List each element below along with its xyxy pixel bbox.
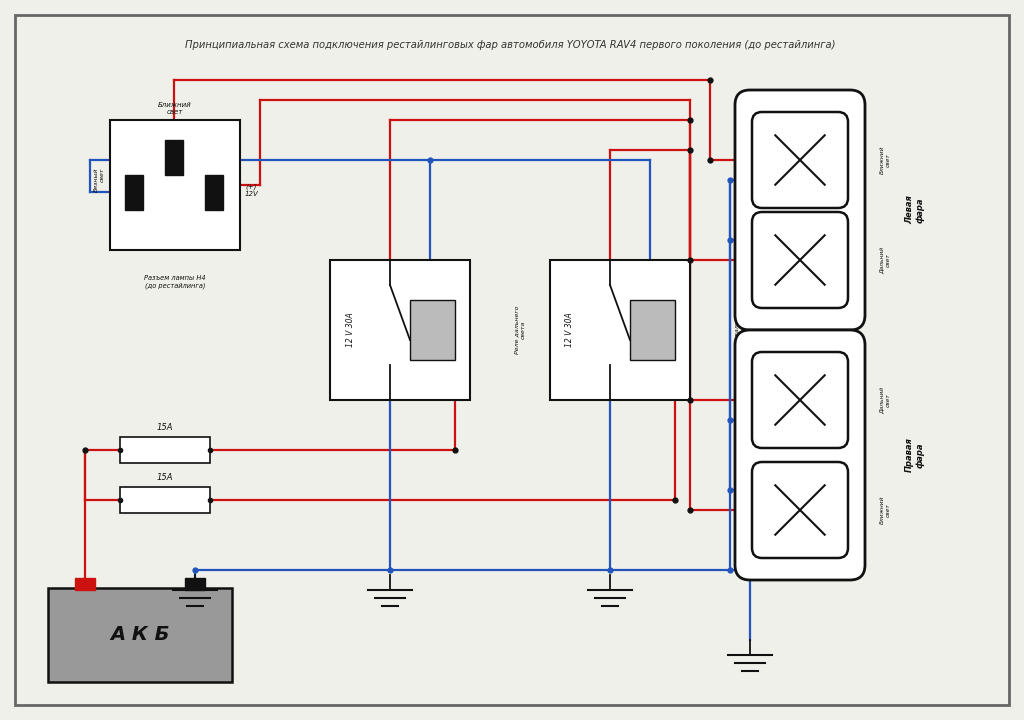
Text: Дальний
свет: Дальний свет [880,246,891,274]
Text: Дальний
свет: Дальний свет [880,387,891,413]
Bar [120,437,210,463]
Bar [125,175,143,210]
Text: Правая
фара: Правая фара [905,438,925,472]
FancyBboxPatch shape [735,90,865,330]
Text: Ближний
свет: Ближний свет [880,145,891,174]
Bar [110,120,240,250]
FancyBboxPatch shape [48,588,232,682]
Text: 15А: 15А [157,423,173,432]
FancyBboxPatch shape [752,462,848,558]
Text: 12 V 30А: 12 V 30А [345,312,354,347]
FancyBboxPatch shape [752,112,848,208]
Text: Разъем лампы Н4
(до рестайлинга): Разъем лампы Н4 (до рестайлинга) [144,275,206,289]
FancyBboxPatch shape [752,352,848,448]
Bar [550,260,690,400]
Bar [410,300,455,360]
Bar [630,300,675,360]
FancyBboxPatch shape [735,330,865,580]
Bar [205,175,223,210]
Text: Ближний
свет: Ближний свет [880,496,891,524]
Bar [185,578,205,590]
Text: Реле дальнего
света: Реле дальнего света [734,306,745,354]
Text: Левая
фара: Левая фара [905,196,925,225]
Text: Принципиальная схема подключения рестайлинговых фар автомобиля YOYOTA RAV4 перво: Принципиальная схема подключения рестайл… [184,40,836,50]
Bar [330,260,470,400]
Text: А К Б: А К Б [111,626,170,644]
Text: 12 V 30А: 12 V 30А [565,312,574,347]
Bar [165,140,183,175]
Text: (+)
12V: (+) 12V [245,184,259,197]
Text: 15А: 15А [157,473,173,482]
Bar [120,487,210,513]
Text: Вязный
свет: Вязный свет [94,168,105,192]
Text: Ближний
свет: Ближний свет [158,102,191,115]
Bar [75,578,95,590]
FancyBboxPatch shape [752,212,848,308]
Text: Реле дальнего
света: Реле дальнего света [515,306,525,354]
